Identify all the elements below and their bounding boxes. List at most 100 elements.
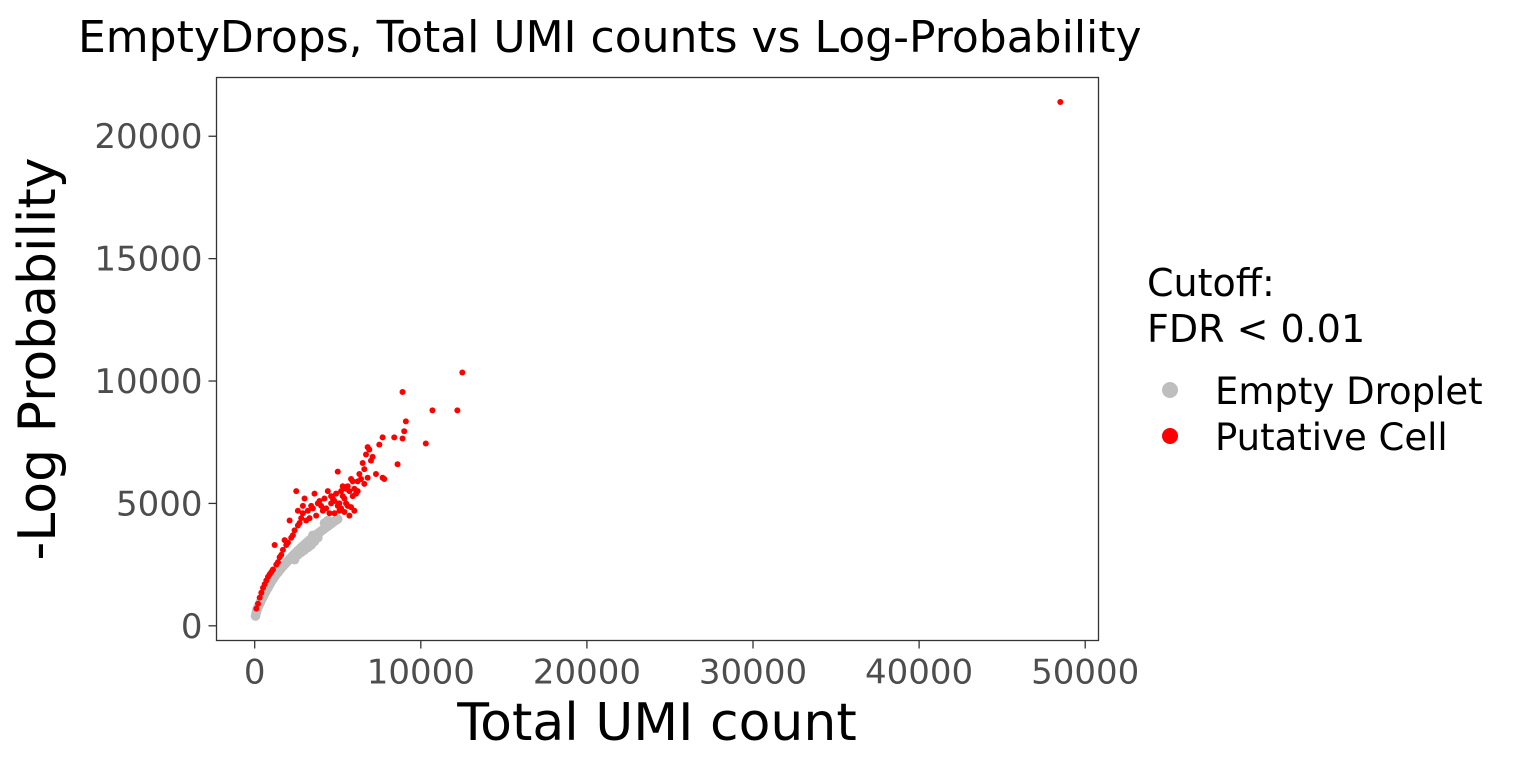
x-axis: 0 10000 20000 30000 40000 50000 [244,640,1139,693]
x-tick-label: 50000 [1031,653,1139,693]
legend-label-empty-droplet: Empty Droplet [1215,370,1483,413]
point-putative-cell [358,475,365,482]
legend-key-empty-droplet [1162,382,1178,398]
point-putative-cell [298,515,305,522]
point-putative-cell [339,493,346,500]
point-putative-cell [323,505,330,512]
point-putative-cell [356,471,363,478]
point-putative-cell [326,510,333,517]
point-empty-droplet [308,530,318,541]
point-putative-cell [294,522,301,529]
point-putative-cell [253,605,260,612]
legend-label-putative-cell: Putative Cell [1215,416,1448,459]
point-putative-cell [281,537,288,544]
y-tick-label: 20000 [94,117,202,157]
point-putative-cell [293,488,300,495]
point-putative-cell [343,485,350,492]
point-putative-cell [291,527,298,534]
point-putative-cell [351,507,358,514]
point-putative-cell [422,440,429,447]
point-empty-droplet [332,514,343,524]
point-putative-cell [333,490,340,497]
point-putative-cell [279,546,286,553]
y-axis-title: -Log Probability [8,157,68,560]
point-putative-cell [354,488,361,495]
point-putative-cell [331,510,338,517]
legend-key-putative-cell [1162,428,1178,444]
point-putative-cell [349,493,356,500]
point-putative-cell [346,512,353,519]
y-tick-label: 5000 [116,484,203,524]
point-putative-cell [376,441,383,448]
point-putative-cell [324,488,331,495]
point-putative-cell [454,407,461,414]
point-putative-cell [328,500,335,507]
point-putative-cell [402,418,409,425]
point-putative-cell [334,468,341,475]
point-putative-cell [459,369,466,376]
point-putative-cell [283,542,290,549]
y-tick-label: 0 [181,607,203,647]
x-tick-label: 10000 [367,653,475,693]
point-putative-cell [1057,98,1064,105]
x-tick-label: 30000 [699,653,807,693]
point-putative-cell [429,407,436,414]
point-putative-cell [399,435,406,442]
scatter-points [250,98,1064,621]
point-putative-cell [273,561,280,568]
point-putative-cell [369,453,376,460]
point-putative-cell [311,490,318,497]
point-putative-cell [271,542,278,549]
chart-title: EmptyDrops, Total UMI counts vs Log-Prob… [78,12,1142,63]
x-tick-label: 0 [244,653,266,693]
x-tick-label: 20000 [533,653,641,693]
point-putative-cell [321,495,328,502]
point-putative-cell [276,554,283,561]
point-putative-cell [314,500,321,507]
point-putative-cell [364,474,371,481]
point-putative-cell [299,510,306,517]
point-putative-cell [366,446,373,453]
point-putative-cell [328,493,335,500]
point-putative-cell [255,600,262,607]
point-putative-cell [361,466,368,473]
point-empty-droplet [322,515,333,526]
point-putative-cell [399,389,406,396]
point-putative-cell [308,502,315,509]
y-axis: 0 5000 10000 15000 20000 [94,117,217,647]
point-putative-cell [286,517,293,524]
point-empty-droplet [289,554,300,565]
point-putative-cell [401,428,408,435]
point-putative-cell [379,434,386,441]
point-putative-cell [256,594,263,601]
point-putative-cell [391,434,398,441]
point-putative-cell [294,507,301,514]
point-putative-cell [394,461,401,468]
legend: Cutoff: FDR < 0.01 Empty Droplet Putativ… [1147,261,1483,459]
point-empty-droplet [299,545,310,555]
point-putative-cell [258,589,265,596]
point-putative-cell [301,495,308,502]
point-putative-cell [349,478,356,485]
legend-title-line-2: FDR < 0.01 [1147,307,1365,351]
point-putative-cell [313,512,320,519]
point-putative-cell [304,507,311,514]
point-putative-cell [299,502,306,509]
point-putative-cell [336,500,343,507]
y-tick-label: 15000 [94,240,202,280]
point-putative-cell [372,471,379,478]
point-putative-cell [260,584,267,591]
point-putative-cell [361,480,368,487]
point-putative-cell [338,488,345,495]
point-putative-cell [288,534,295,541]
plot-panel [215,76,1100,642]
legend-title-line-1: Cutoff: [1147,261,1275,305]
point-putative-cell [303,517,310,524]
x-tick-label: 40000 [865,653,973,693]
point-putative-cell [359,460,366,467]
point-putative-cell [381,475,388,482]
x-axis-title: Total UMI count [456,693,856,753]
y-tick-label: 10000 [94,362,202,402]
point-putative-cell [362,451,369,458]
